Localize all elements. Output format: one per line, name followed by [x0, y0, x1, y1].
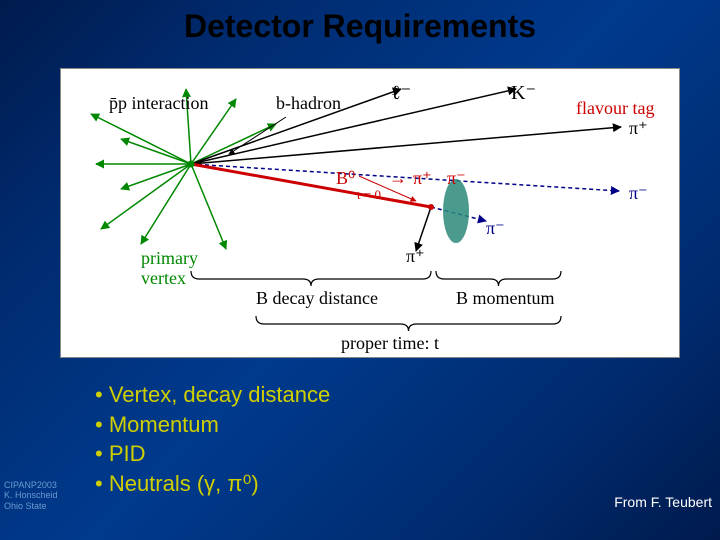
svg-text:π⁺: π⁺ — [413, 168, 432, 188]
svg-text:t = 0: t = 0 — [357, 187, 381, 202]
bullet-item: Neutrals (γ, π⁰) — [95, 469, 330, 499]
svg-text:B decay distance: B decay distance — [256, 288, 378, 308]
footer-credits: CIPANP2003 K. Honscheid Ohio State — [4, 480, 58, 512]
svg-text:flavour tag: flavour tag — [576, 98, 654, 118]
svg-text:π⁺: π⁺ — [629, 118, 648, 138]
svg-text:proper time: t: proper time: t — [341, 333, 439, 353]
svg-text:p̄p interaction: p̄p interaction — [109, 93, 208, 113]
footer-line: Ohio State — [4, 501, 58, 512]
svg-text:B⁰: B⁰ — [336, 168, 355, 188]
footer-line: CIPANP2003 — [4, 480, 58, 491]
bullet-list: Vertex, decay distance Momentum PID Neut… — [95, 380, 330, 499]
svg-text:→: → — [389, 168, 407, 188]
bullet-item: Vertex, decay distance — [95, 380, 330, 410]
page-title: Detector Requirements — [0, 0, 720, 45]
svg-text:B momentum: B momentum — [456, 288, 555, 308]
svg-text:primary: primary — [141, 248, 198, 268]
svg-text:π⁻: π⁻ — [629, 183, 648, 203]
bullet-item: Momentum — [95, 410, 330, 440]
svg-text:b-hadron: b-hadron — [276, 93, 341, 113]
bullet-item: PID — [95, 439, 330, 469]
svg-text:ℓ⁻: ℓ⁻ — [391, 82, 411, 104]
svg-text:π⁺: π⁺ — [406, 246, 425, 266]
svg-text:K⁻: K⁻ — [511, 82, 536, 104]
svg-text:π⁻: π⁻ — [447, 168, 466, 188]
svg-text:vertex: vertex — [141, 268, 186, 288]
svg-text:π⁻: π⁻ — [486, 218, 505, 238]
footer-line: K. Honscheid — [4, 490, 58, 501]
physics-diagram: p̄p interaction primaryvertex b-hadron ℓ⁻ K⁻… — [60, 68, 680, 358]
attribution: From F. Teubert — [614, 494, 712, 510]
